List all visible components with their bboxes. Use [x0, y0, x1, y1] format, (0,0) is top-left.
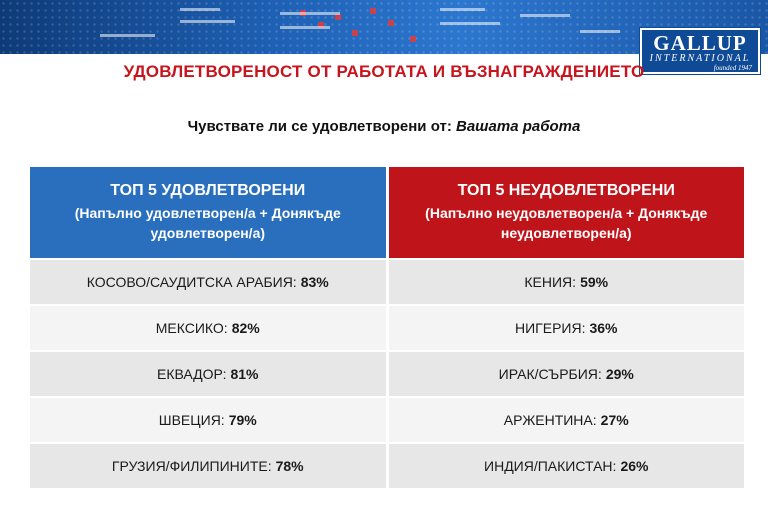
percent-value: 29%: [605, 366, 634, 382]
country-name: ИНДИЯ/ПАКИСТАН:: [484, 458, 617, 474]
table-header-row: ТОП 5 УДОВЛЕТВОРЕНИ (Напълно удовлетворе…: [30, 167, 744, 258]
banner-detail: [180, 20, 235, 23]
satisfied-cell: ГРУЗИЯ/ФИЛИПИНИТЕ: 78%: [30, 444, 386, 488]
page-title: УДОВЛЕТВОРЕНОСТ ОТ РАБОТАТА И ВЪЗНАГРАЖД…: [123, 62, 645, 81]
map-marker: [370, 8, 376, 14]
country-name: ШВЕЦИЯ:: [158, 412, 225, 428]
table-row: МЕКСИКО: 82% НИГЕРИЯ: 36%: [30, 306, 744, 350]
banner-detail: [580, 30, 620, 33]
question-prefix: Чувствате ли се удовлетворени от:: [187, 118, 452, 135]
banner-detail: [180, 8, 220, 11]
table-row: ШВЕЦИЯ: 79% АРЖЕНТИНА: 27%: [30, 398, 744, 442]
logo-name: GALLUP: [653, 31, 747, 55]
percent-value: 83%: [300, 274, 329, 290]
satisfied-header: ТОП 5 УДОВЛЕТВОРЕНИ (Напълно удовлетворе…: [30, 167, 386, 258]
percent-value: 26%: [620, 458, 649, 474]
satisfied-cell: КОСОВО/САУДИТСКА АРАБИЯ: 83%: [30, 260, 386, 304]
dissatisfied-header: ТОП 5 НЕУДОВЛЕТВОРЕНИ (Напълно неудовлет…: [388, 167, 744, 258]
survey-question: Чувствате ли се удовлетворени от: Вашата…: [0, 118, 768, 135]
country-name: НИГЕРИЯ:: [514, 320, 586, 336]
percent-value: 59%: [580, 274, 609, 290]
table-row: ЕКВАДОР: 81% ИРАК/СЪРБИЯ: 29%: [30, 352, 744, 396]
satisfied-cell: МЕКСИКО: 82%: [30, 306, 386, 350]
country-name: КОСОВО/САУДИТСКА АРАБИЯ:: [86, 274, 297, 290]
dissatisfied-cell: КЕНИЯ: 59%: [388, 260, 744, 304]
table-row: ГРУЗИЯ/ФИЛИПИНИТЕ: 78% ИНДИЯ/ПАКИСТАН: 26%: [30, 444, 744, 488]
banner-detail: [440, 8, 485, 11]
country-name: ГРУЗИЯ/ФИЛИПИНИТЕ:: [111, 458, 272, 474]
country-name: ИРАК/СЪРБИЯ:: [498, 366, 602, 382]
dissatisfied-cell: ИНДИЯ/ПАКИСТАН: 26%: [388, 444, 744, 488]
banner-detail: [280, 26, 330, 29]
percent-value: 78%: [275, 458, 304, 474]
dissatisfied-cell: АРЖЕНТИНА: 27%: [388, 398, 744, 442]
logo-sub: INTERNATIONAL: [649, 53, 751, 64]
dissatisfied-header-subtitle: (Напълно неудовлетворен/а + Донякъде неу…: [425, 205, 708, 241]
results-table: ТОП 5 УДОВЛЕТВОРЕНИ (Напълно удовлетворе…: [30, 167, 744, 488]
gallup-logo: GALLUP INTERNATIONAL founded 1947: [639, 27, 761, 75]
banner-detail: [280, 12, 340, 15]
map-marker: [388, 20, 394, 26]
dissatisfied-cell: НИГЕРИЯ: 36%: [388, 306, 744, 350]
satisfied-cell: ШВЕЦИЯ: 79%: [30, 398, 386, 442]
percent-value: 79%: [228, 412, 257, 428]
table-row: КОСОВО/САУДИТСКА АРАБИЯ: 83% КЕНИЯ: 59%: [30, 260, 744, 304]
country-name: ЕКВАДОР:: [157, 366, 227, 382]
logo-founded: founded 1947: [713, 64, 752, 72]
satisfied-header-subtitle: (Напълно удовлетворен/а + Донякъде удовл…: [74, 205, 341, 241]
country-name: МЕКСИКО:: [155, 320, 228, 336]
map-marker: [318, 22, 324, 28]
satisfied-header-title: ТОП 5 УДОВЛЕТВОРЕНИ: [110, 182, 306, 199]
country-name: АРЖЕНТИНА:: [503, 412, 597, 428]
country-name: КЕНИЯ:: [524, 274, 577, 290]
question-subject: Вашата работа: [456, 118, 581, 135]
dissatisfied-cell: ИРАК/СЪРБИЯ: 29%: [388, 352, 744, 396]
banner-detail: [100, 34, 155, 37]
map-marker: [410, 36, 416, 42]
percent-value: 27%: [600, 412, 629, 428]
dissatisfied-header-title: ТОП 5 НЕУДОВЛЕТВОРЕНИ: [457, 182, 675, 199]
header-banner: [0, 0, 768, 54]
map-marker: [352, 30, 358, 36]
percent-value: 81%: [230, 366, 259, 382]
percent-value: 82%: [231, 320, 260, 336]
map-marker: [335, 14, 341, 20]
percent-value: 36%: [589, 320, 618, 336]
banner-detail: [440, 22, 500, 25]
banner-detail: [520, 14, 570, 17]
satisfied-cell: ЕКВАДОР: 81%: [30, 352, 386, 396]
